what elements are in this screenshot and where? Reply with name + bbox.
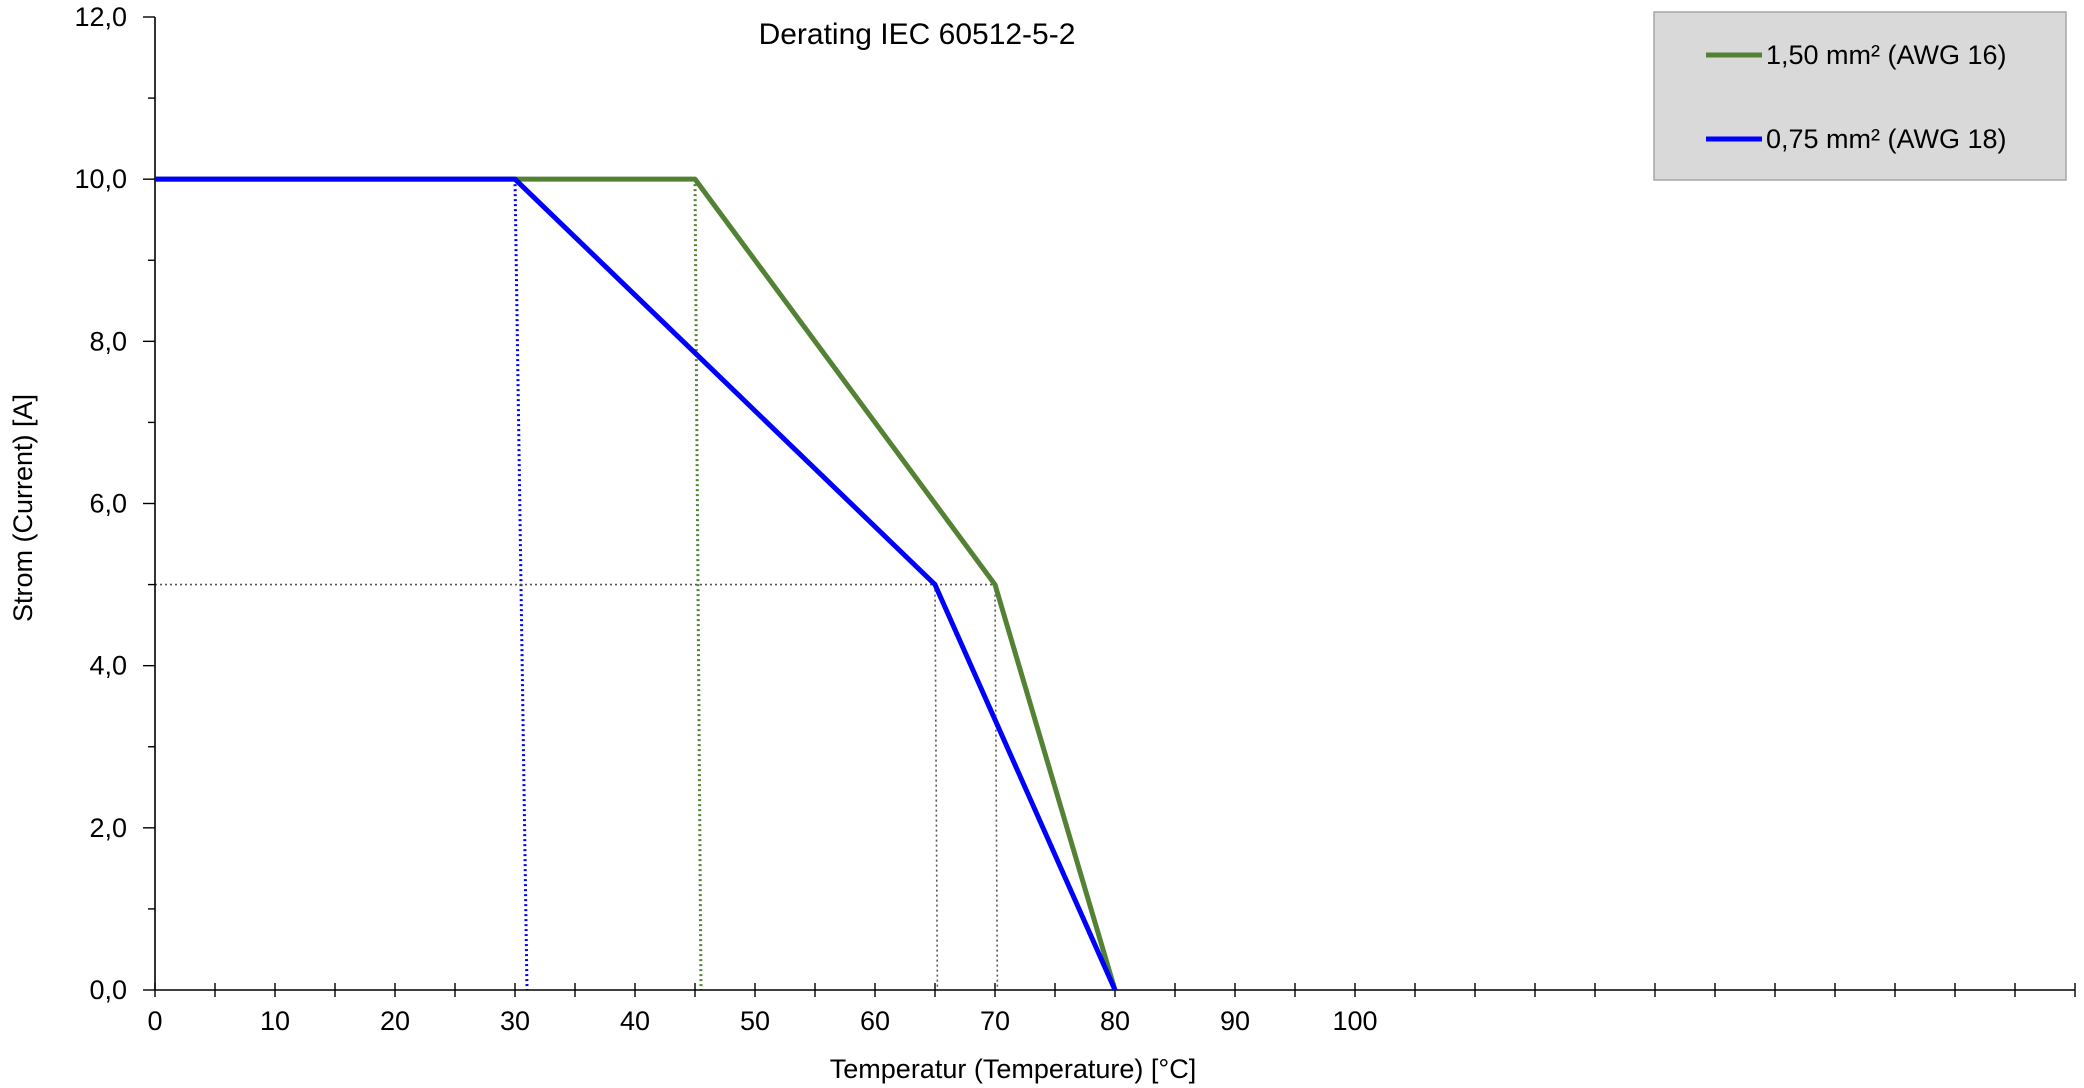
y-tick-label: 4,0 <box>89 651 127 681</box>
x-tick-label: 20 <box>380 1006 410 1036</box>
x-tick-label: 70 <box>980 1006 1010 1036</box>
x-tick-label: 80 <box>1100 1006 1130 1036</box>
x-tick-label: 100 <box>1332 1006 1377 1036</box>
y-tick-label: 10,0 <box>74 164 127 194</box>
x-tick-label: 90 <box>1220 1006 1250 1036</box>
y-tick-label: 2,0 <box>89 813 127 843</box>
chart-title: Derating IEC 60512-5-2 <box>759 18 1076 51</box>
reference-line-4 <box>994 584 999 991</box>
x-tick-label: 60 <box>860 1006 890 1036</box>
series-line-1 <box>155 176 1118 992</box>
y-tick-label: 12,0 <box>74 2 127 32</box>
reference-line-3 <box>934 584 939 991</box>
y-tick-label: 6,0 <box>89 489 127 519</box>
x-tick-label: 50 <box>740 1006 770 1036</box>
x-tick-label: 30 <box>500 1006 530 1036</box>
y-tick-label: 8,0 <box>89 326 127 356</box>
y-axis-title: Strom (Current) [A] <box>8 394 38 622</box>
reference-lines <box>155 179 999 991</box>
legend-label-0: 1,50 mm² (AWG 16) <box>1766 40 2007 70</box>
y-tick-label: 0,0 <box>89 975 127 1005</box>
x-tick-label: 10 <box>260 1006 290 1036</box>
legend-label-1: 0,75 mm² (AWG 18) <box>1766 124 2007 154</box>
axes: 0 10 20 30 40 50 60 70 80 90 100 0,0 2,0 4,0 6,0 8,0 10,… <box>74 2 2076 1036</box>
reference-line-1 <box>693 179 703 991</box>
legend-box <box>1653 11 2067 181</box>
legend: 1,50 mm² (AWG 16) 0,75 mm² (AWG 18) <box>1653 11 2067 181</box>
x-axis-title: Temperatur (Temperature) [°C] <box>830 1054 1196 1084</box>
x-tick-label: 0 <box>147 1006 162 1036</box>
x-tick-label: 40 <box>620 1006 650 1036</box>
series-lines <box>155 176 1118 992</box>
